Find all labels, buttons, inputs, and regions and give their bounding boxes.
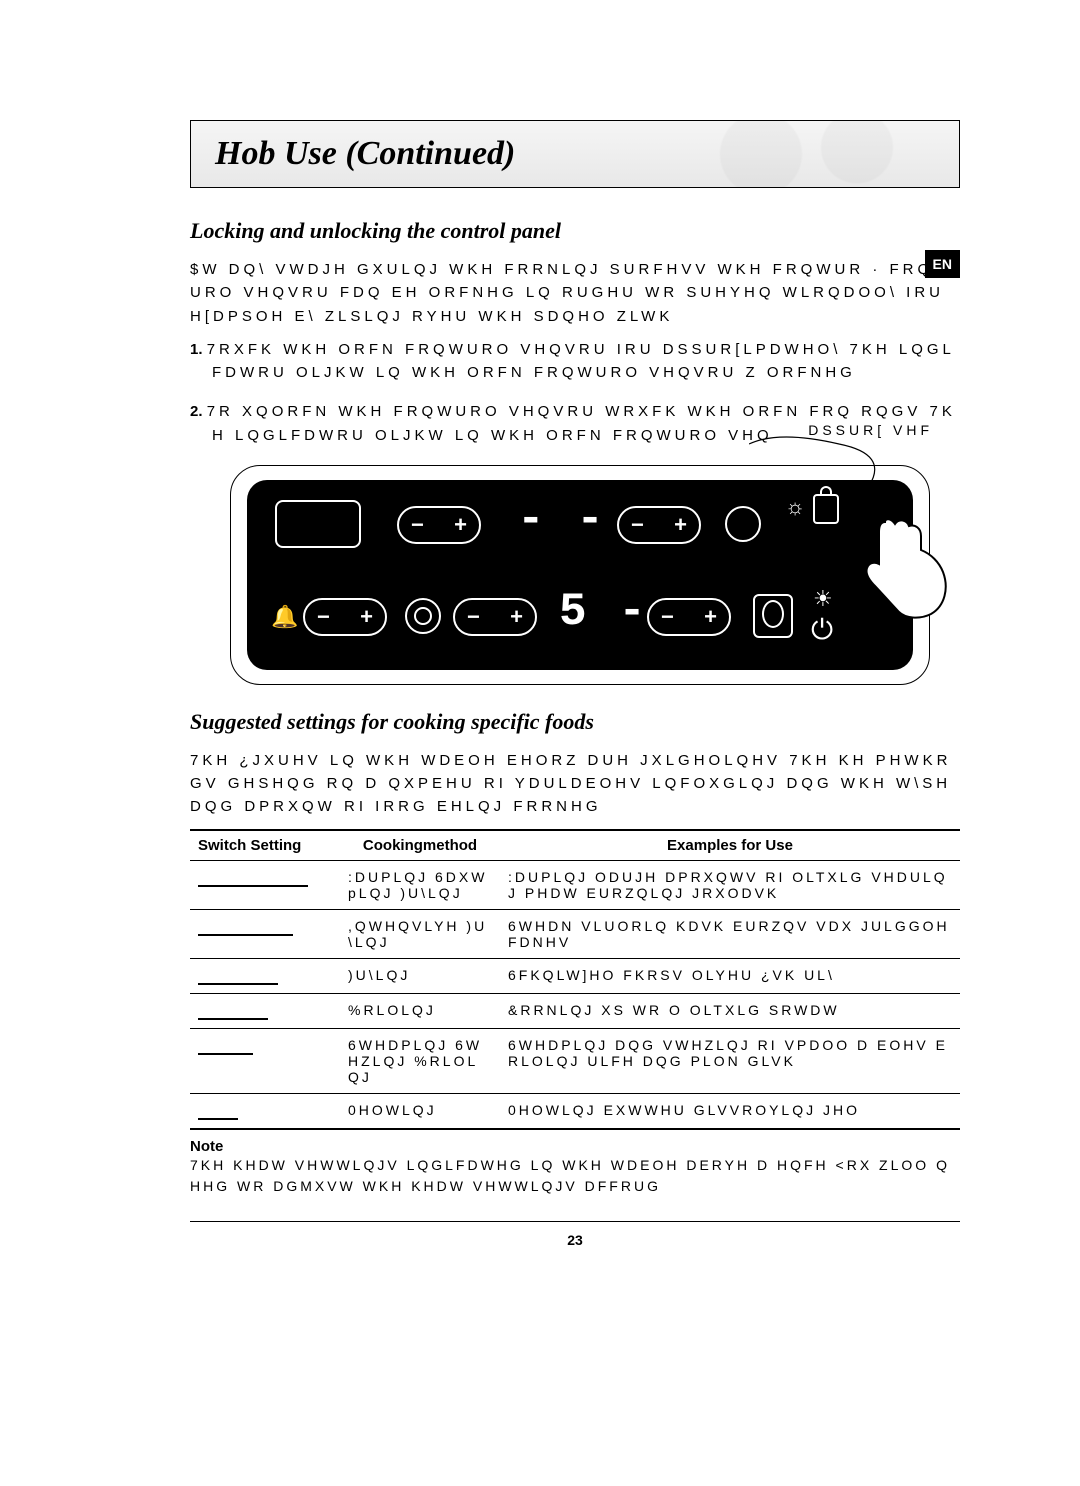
cell-method: )U\LQJ	[340, 958, 500, 993]
switch-bar	[198, 1118, 238, 1120]
dual-zone-icon[interactable]	[725, 506, 761, 542]
cell-method: 6WHDPLQJ 6WHZLQJ %RLOLQJ	[340, 1028, 500, 1093]
table-row: ,QWHQVLYH )U\LQJ 6WHDN VLUORLQ KDVK EURZ…	[190, 909, 960, 958]
page-number: 23	[190, 1232, 960, 1248]
para-line: $W DQ\ VWDJH GXULQJ WKH FRRNLQJ SURFHVV …	[190, 261, 951, 325]
minus-icon: −	[661, 604, 674, 630]
minus-icon: −	[317, 604, 330, 630]
plus-icon: +	[674, 512, 687, 538]
minus-icon: −	[411, 512, 424, 538]
segment-top: - -	[517, 494, 606, 546]
bell-icon[interactable]: 🔔	[271, 604, 298, 630]
switch-bar	[198, 885, 308, 887]
table-row: :DUPLQJ 6DXWpLQJ )U\LQJ :DUPLQJ ODUJH DP…	[190, 860, 960, 909]
title-bar: Hob Use (Continued)	[190, 120, 960, 188]
section-heading-locking: Locking and unlocking the control panel	[190, 218, 960, 244]
plus-icon: +	[704, 604, 717, 630]
cell-example: 0HOWLQJ EXWWHU GLVVROYLQJ JHO	[500, 1093, 960, 1129]
cell-example: :DUPLQJ ODUJH DPRXQWV RI OLTXLG VHDULQJ …	[500, 860, 960, 909]
timer-pm[interactable]: − +	[303, 598, 387, 636]
control-panel-figure: DSSUR[ VHF − + - - − + ☼	[230, 465, 930, 685]
segment-center: 5 -	[559, 586, 648, 638]
lock-icon[interactable]	[813, 494, 839, 524]
sun-icon: ☼	[785, 494, 805, 520]
section-heading-settings: Suggested settings for cooking specific …	[190, 709, 960, 735]
cell-example: &RRNLQJ XS WR O OLTXLG SRWDW	[500, 993, 960, 1028]
plus-icon: +	[360, 604, 373, 630]
plus-icon: +	[454, 512, 467, 538]
hand-pointer-icon	[845, 516, 955, 626]
zone-pm-2[interactable]: − +	[617, 506, 701, 544]
switch-bar	[198, 934, 293, 936]
note-body: 7KH KHDW VHWWLQJV LQGLFDWHG LQ WKH WDEOH…	[190, 1155, 960, 1197]
sun-small-icon: ☀	[813, 586, 833, 612]
cell-example: 6WHDPLQJ DQG VWHZLQJ RI VPDOO D EOHV ERL…	[500, 1028, 960, 1093]
switch-bar	[198, 1053, 253, 1055]
table-row: %RLOLQJ &RRNLQJ XS WR O OLTXLG SRWDW	[190, 993, 960, 1028]
zone-pm-1[interactable]: − +	[397, 506, 481, 544]
footer-rule	[190, 1221, 960, 1222]
step-1-text: 7RXFK WKH ORFN FRQWURO VHQVRU IRU DSSUR[…	[207, 341, 955, 381]
language-badge: EN	[925, 250, 960, 278]
col-method: Cookingmethod	[340, 830, 500, 861]
minus-icon: −	[631, 512, 644, 538]
note-heading: Note	[190, 1138, 960, 1155]
table-row: 6WHDPLQJ 6WHZLQJ %RLOLQJ 6WHDPLQJ DQG VW…	[190, 1028, 960, 1093]
col-examples: Examples for Use	[500, 830, 960, 861]
zone-pm-3[interactable]: − +	[453, 598, 537, 636]
table-row: 0HOWLQJ 0HOWLQJ EXWWHU GLVVROYLQJ JHO	[190, 1093, 960, 1129]
cell-method: 0HOWLQJ	[340, 1093, 500, 1129]
settings-table: Switch Setting Cookingmethod Examples fo…	[190, 829, 960, 1130]
switch-bar	[198, 983, 278, 985]
settings-intro: 7KH ¿JXUHV LQ WKH WDEOH EHORZ DUH JXLGHO…	[190, 749, 960, 819]
locking-intro-para: $W DQ\ VWDJH GXULQJ WKH FRRNLQJ SURFHVV …	[190, 258, 960, 328]
minus-icon: −	[467, 604, 480, 630]
col-switch: Switch Setting	[190, 830, 340, 861]
zone-pm-4[interactable]: − +	[647, 598, 731, 636]
oval-zone-icon[interactable]	[753, 594, 793, 638]
cell-example: 6FKQLW]HO FKRSV OLYHU ¿VK UL\	[500, 958, 960, 993]
cell-method: ,QWHQVLYH )U\LQJ	[340, 909, 500, 958]
page-title: Hob Use (Continued)	[215, 135, 935, 173]
cell-method: %RLOLQJ	[340, 993, 500, 1028]
switch-bar	[198, 1018, 268, 1020]
step-1: 1. 7RXFK WKH ORFN FRQWURO VHQVRU IRU DSS…	[212, 338, 960, 385]
ring-icon[interactable]	[405, 598, 441, 634]
cell-method: :DUPLQJ 6DXWpLQJ )U\LQJ	[340, 860, 500, 909]
plus-icon: +	[510, 604, 523, 630]
power-icon[interactable]: ⏻	[811, 614, 833, 647]
cell-example: 6WHDN VLUORLQ KDVK EURZQV VDX JULGGOH FD…	[500, 909, 960, 958]
table-row: )U\LQJ 6FKQLW]HO FKRSV OLYHU ¿VK UL\	[190, 958, 960, 993]
display-box	[275, 500, 361, 548]
